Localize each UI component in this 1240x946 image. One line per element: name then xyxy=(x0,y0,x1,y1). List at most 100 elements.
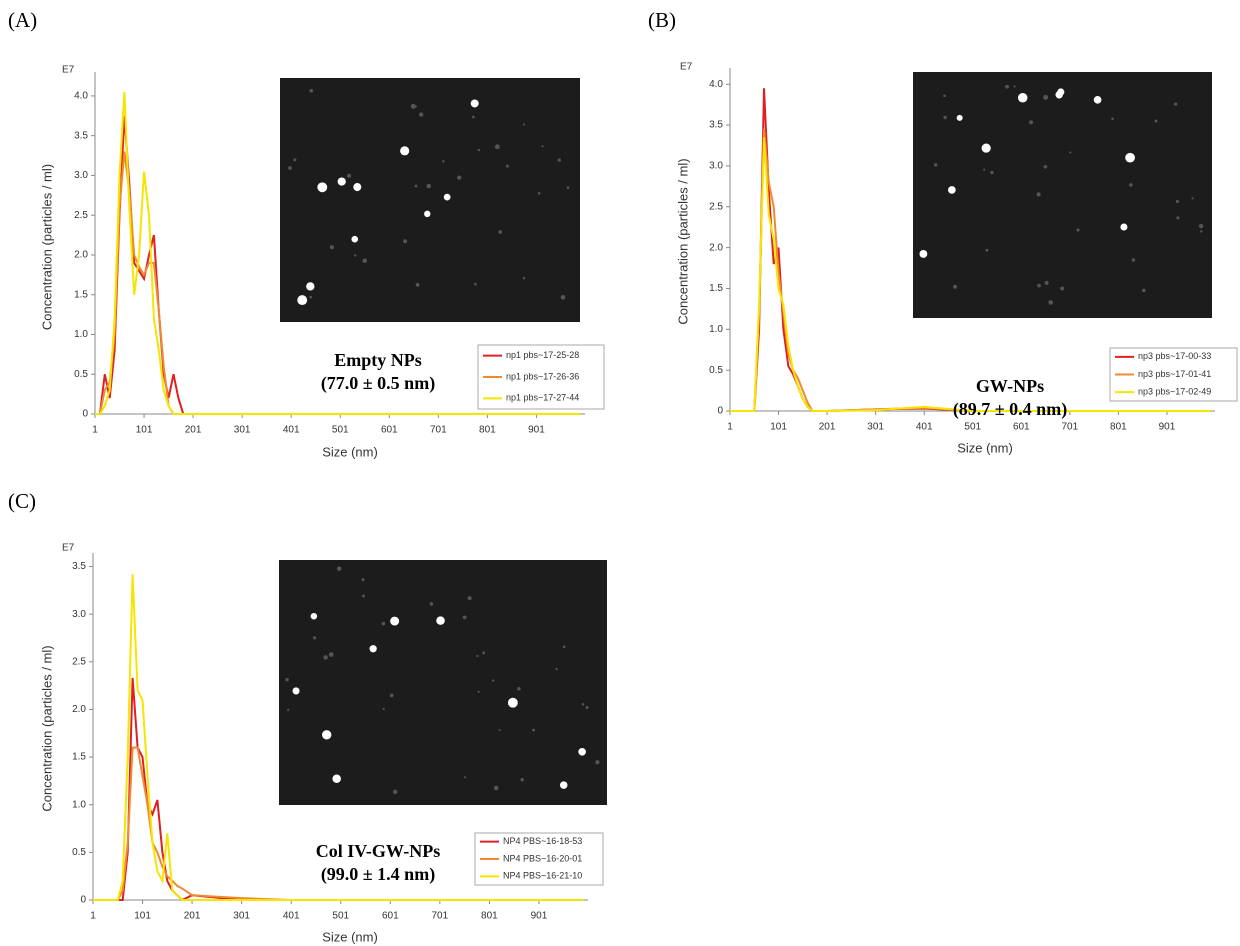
x-tick-label: 601 xyxy=(1013,422,1030,433)
annotation: (99.0 ± 1.4 nm) xyxy=(321,864,435,885)
y-tick-label: 0.5 xyxy=(74,369,88,380)
particle xyxy=(983,169,985,171)
particle xyxy=(508,698,518,708)
particle xyxy=(586,706,589,709)
particle xyxy=(288,166,292,170)
particle xyxy=(478,149,481,152)
particle xyxy=(370,645,377,652)
legend-label: np1 pbs~17-26-36 xyxy=(506,371,579,381)
particle xyxy=(1154,120,1157,123)
x-tick-label: 1 xyxy=(92,425,98,436)
y-tick-label: 3.0 xyxy=(709,161,723,172)
particle xyxy=(582,703,584,705)
x-tick-label: 701 xyxy=(432,911,449,922)
particle xyxy=(948,186,956,194)
particle xyxy=(1125,153,1135,163)
particle xyxy=(1045,281,1049,285)
particle xyxy=(521,778,524,781)
y-tick-label: 2.0 xyxy=(74,250,88,261)
particle xyxy=(353,183,361,191)
particle xyxy=(362,594,365,597)
particle xyxy=(1191,197,1193,199)
legend-label: NP4 PBS~16-18-53 xyxy=(503,836,582,846)
particle xyxy=(1069,151,1071,153)
x-tick-label: 201 xyxy=(184,911,201,922)
annotation: Col IV-GW-NPs xyxy=(316,841,441,861)
particle xyxy=(400,146,409,155)
particle xyxy=(1013,85,1015,87)
particle xyxy=(517,687,521,691)
particle xyxy=(330,245,334,249)
particle xyxy=(471,99,479,107)
particle xyxy=(532,729,535,732)
x-tick-label: 101 xyxy=(134,911,151,922)
particle xyxy=(943,94,946,97)
y-tick-label: 2.0 xyxy=(72,704,86,715)
particle xyxy=(1176,200,1179,203)
panel-label: (A) xyxy=(8,8,37,32)
particle xyxy=(1174,103,1177,106)
x-tick-label: 301 xyxy=(867,422,884,433)
legend-label: np3 pbs~17-02-49 xyxy=(1138,387,1211,397)
particle xyxy=(523,123,525,125)
particle xyxy=(555,668,557,670)
y-tick-label: 0.5 xyxy=(72,847,86,858)
y-tick-label: 1.0 xyxy=(74,329,88,340)
particle xyxy=(1176,216,1179,219)
particle xyxy=(382,622,386,626)
y-axis-label: Concentration (particles / ml) xyxy=(675,158,690,324)
particle xyxy=(306,282,314,290)
y-tick-label: 0.5 xyxy=(709,365,723,376)
particle xyxy=(563,646,566,649)
particle xyxy=(1048,300,1053,305)
legend-label: NP4 PBS~16-21-10 xyxy=(503,871,582,881)
y-tick-label: 0 xyxy=(717,406,723,417)
annotation: (89.7 ± 0.4 nm) xyxy=(953,399,1067,420)
particle xyxy=(472,116,475,119)
particle xyxy=(1043,95,1048,100)
particle xyxy=(338,177,346,185)
particle xyxy=(578,748,586,756)
x-tick-label: 501 xyxy=(964,422,981,433)
x-tick-label: 601 xyxy=(381,425,398,436)
y-multiplier: E7 xyxy=(680,62,693,73)
particle xyxy=(403,239,407,243)
particle xyxy=(383,708,385,710)
particle xyxy=(990,171,994,175)
particle xyxy=(1129,183,1133,187)
particle xyxy=(393,790,397,794)
particle xyxy=(1076,228,1079,231)
y-tick-label: 3.5 xyxy=(72,561,86,572)
x-tick-label: 201 xyxy=(185,425,202,436)
particle xyxy=(558,158,561,161)
y-multiplier: E7 xyxy=(62,65,75,76)
particle xyxy=(1142,289,1146,293)
micrograph xyxy=(913,72,1212,318)
particle xyxy=(362,578,365,581)
x-tick-label: 801 xyxy=(481,911,498,922)
micrograph xyxy=(280,78,580,322)
y-tick-label: 2.5 xyxy=(709,201,723,212)
particle xyxy=(292,687,299,694)
y-multiplier: E7 xyxy=(62,543,75,554)
particle xyxy=(411,104,416,109)
x-tick-label: 601 xyxy=(382,911,399,922)
particle xyxy=(309,89,313,93)
particle xyxy=(1111,117,1114,120)
particle xyxy=(1037,192,1041,196)
particle xyxy=(457,175,461,179)
y-tick-label: 3.0 xyxy=(74,170,88,181)
particle xyxy=(1018,93,1028,103)
legend-label: np1 pbs~17-25-28 xyxy=(506,350,579,360)
particle xyxy=(492,679,494,681)
particle xyxy=(297,295,307,305)
x-tick-label: 101 xyxy=(770,422,787,433)
particle xyxy=(538,192,541,195)
particle xyxy=(424,211,430,217)
particle xyxy=(430,602,433,605)
x-tick-label: 501 xyxy=(332,911,349,922)
annotation: Empty NPs xyxy=(334,350,422,370)
particle xyxy=(293,158,296,161)
particle xyxy=(1029,120,1033,124)
legend-label: np3 pbs~17-01-41 xyxy=(1138,369,1211,379)
